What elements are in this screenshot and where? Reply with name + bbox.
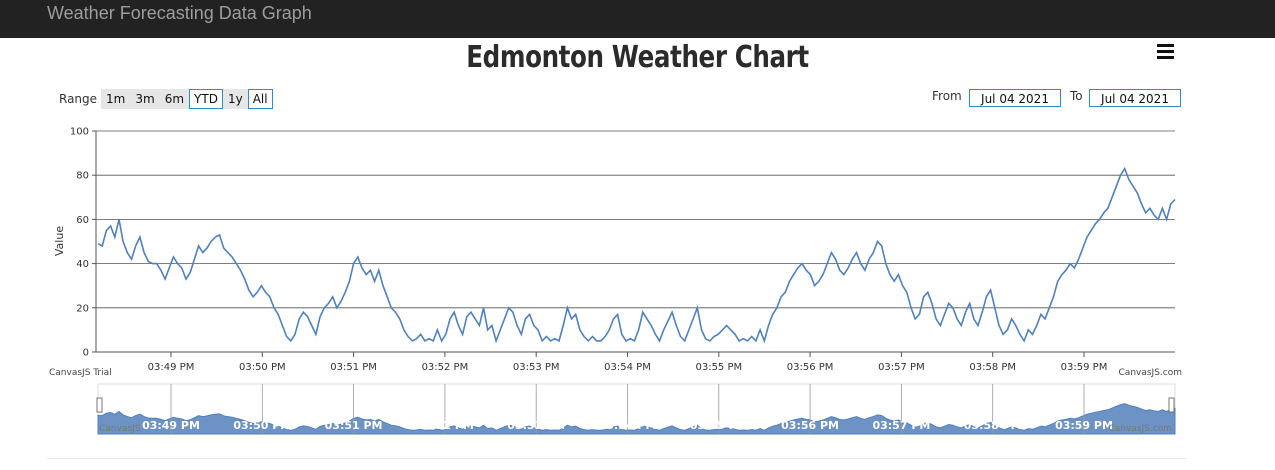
navbar-brand[interactable]: Weather Forecasting Data Graph xyxy=(47,3,312,23)
navigator-label: 03:54 PM xyxy=(599,419,657,432)
x-tick-label: 03:56 PM xyxy=(787,362,834,373)
y-tick-label: 40 xyxy=(76,259,89,270)
from-label: From xyxy=(932,89,962,103)
range-button-6m[interactable]: 6m xyxy=(159,89,190,109)
hamburger-menu-icon[interactable] xyxy=(1157,44,1175,60)
navigator-area xyxy=(97,403,1176,435)
range-button-1m[interactable]: 1m xyxy=(101,89,131,109)
x-tick-label: 03:58 PM xyxy=(969,362,1016,373)
navigator-label: 03:51 PM xyxy=(325,419,383,432)
chart-title: Edmonton Weather Chart xyxy=(466,40,809,75)
range-button-all[interactable]: All xyxy=(247,89,273,109)
x-tick-label: 03:53 PM xyxy=(513,362,560,373)
to-label: To xyxy=(1070,89,1083,103)
y-tick-label: 20 xyxy=(76,303,89,314)
x-tick-label: 03:52 PM xyxy=(422,362,469,373)
navbar: Weather Forecasting Data Graph xyxy=(0,0,1275,38)
navigator-label: 03:59 PM xyxy=(1055,419,1113,432)
x-tick-label: 03:51 PM xyxy=(330,362,377,373)
range-button-1y[interactable]: 1y xyxy=(222,89,248,109)
navigator-label: 03:52 PM xyxy=(416,419,474,432)
navigator-left-handle[interactable] xyxy=(96,397,103,413)
credit-trial: CanvasJS Trial xyxy=(49,368,112,378)
navigator-label: 03:53 PM xyxy=(507,419,565,432)
series-line xyxy=(97,166,1176,344)
navigator-label: 03:55 PM xyxy=(690,419,748,432)
navigator-label: 03:58 PM xyxy=(964,419,1022,432)
range-button-group: 1m 3m 6m YTD 1y All xyxy=(101,89,273,109)
to-date-input[interactable]: Jul 04 2021 xyxy=(1089,89,1181,107)
navigator-credit-right: CanvasJS.com xyxy=(1109,424,1172,434)
range-label: Range xyxy=(59,92,98,106)
x-tick-label: 03:57 PM xyxy=(878,362,925,373)
navigator-background xyxy=(97,383,1176,435)
bottom-divider xyxy=(47,458,1187,459)
y-tick-label: 60 xyxy=(76,215,89,226)
x-tick-label: 03:49 PM xyxy=(148,362,195,373)
y-tick-label: 100 xyxy=(70,127,89,138)
navigator-label: 03:49 PM xyxy=(142,419,200,432)
x-tick-label: 03:55 PM xyxy=(695,362,742,373)
navigator[interactable]: 03:49 PM 03:50 PM 03:51 PM 03:52 PM 03:53 PM… xyxy=(96,383,1176,435)
x-tick-label: 03:54 PM xyxy=(604,362,651,373)
navigator-label: 03:57 PM xyxy=(872,419,930,432)
y-tick-label: 80 xyxy=(76,171,89,182)
range-button-3m[interactable]: 3m xyxy=(130,89,160,109)
navigator-label: 03:56 PM xyxy=(781,419,839,432)
navigator-credit-left: CanvasJS xyxy=(99,424,141,434)
navigator-label: 03:50 PM xyxy=(233,419,291,432)
x-tick-label: 03:59 PM xyxy=(1061,362,1108,373)
y-tick-label: 0 xyxy=(83,348,89,359)
y-axis-title: Value xyxy=(53,226,66,256)
range-selector: Range 1m 3m 6m YTD 1y All xyxy=(59,89,273,109)
navigator-right-handle[interactable] xyxy=(1168,397,1175,413)
x-tick-label: 03:50 PM xyxy=(239,362,286,373)
from-date-input[interactable]: Jul 04 2021 xyxy=(969,89,1061,107)
credit-site: CanvasJS.com xyxy=(1119,368,1182,378)
range-button-ytd[interactable]: YTD xyxy=(189,89,223,109)
